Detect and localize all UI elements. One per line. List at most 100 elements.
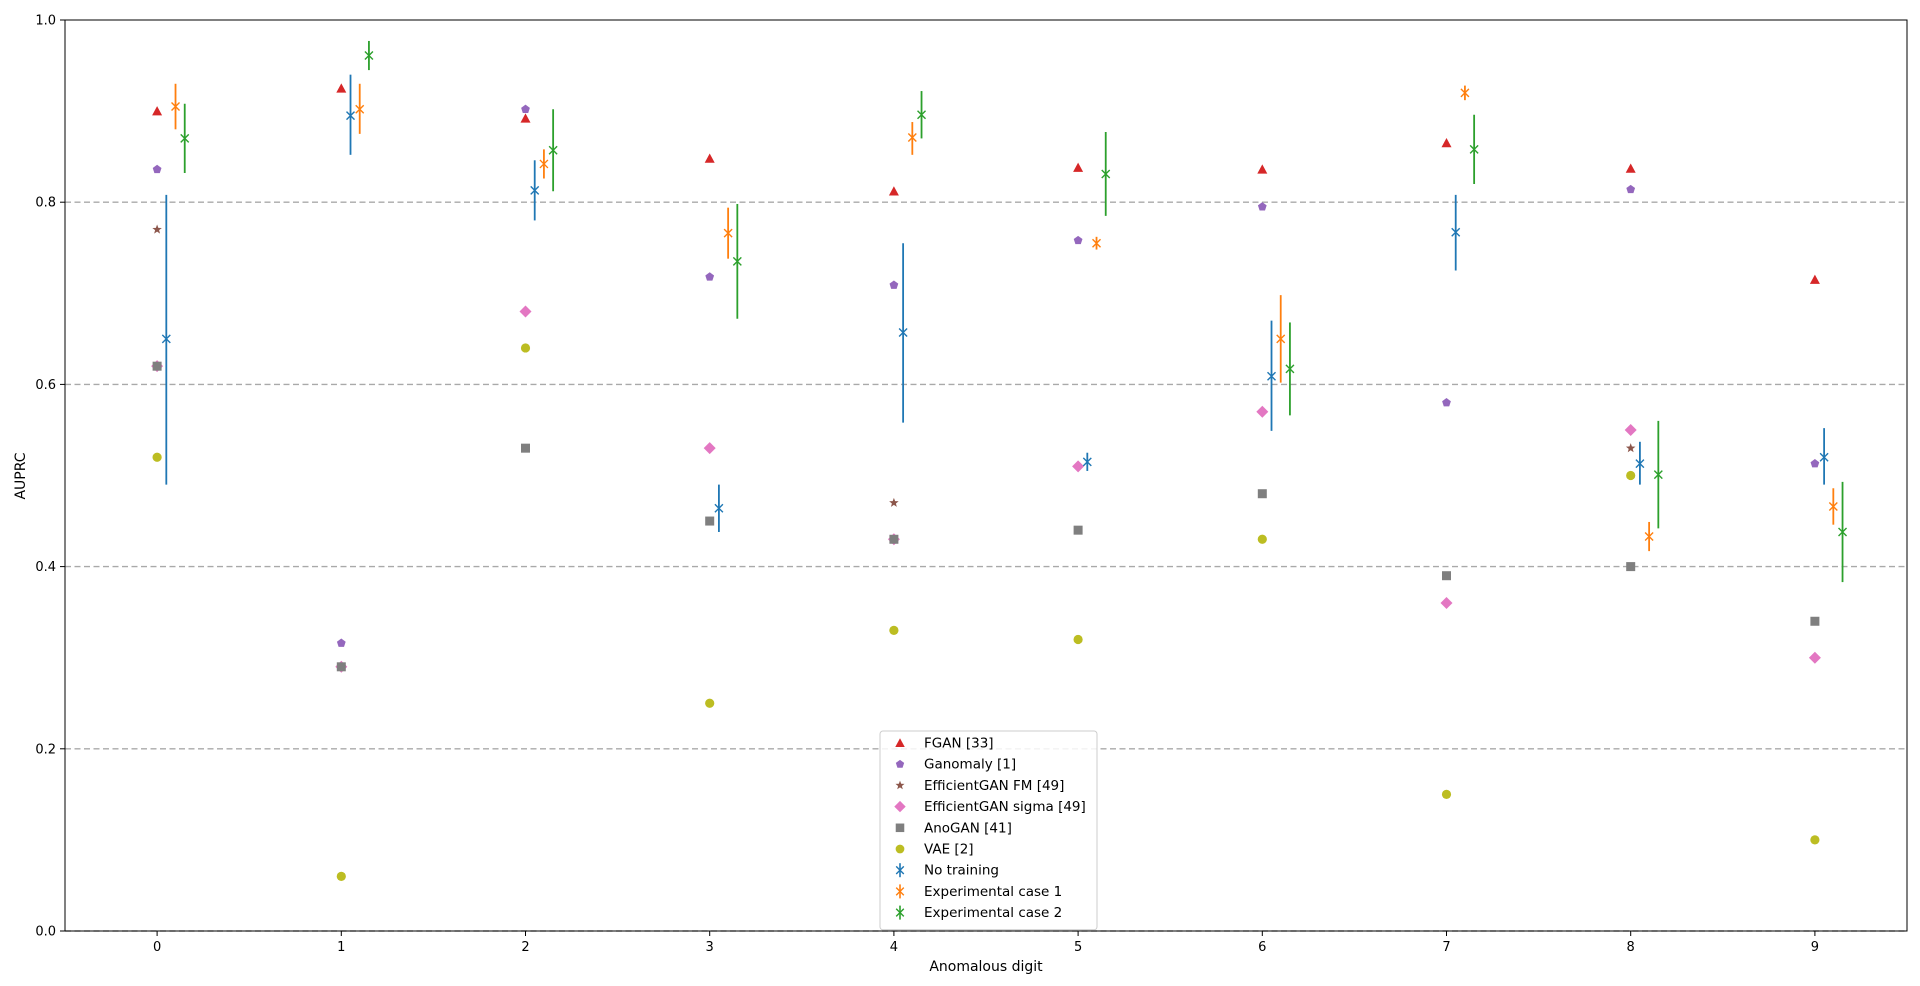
y-tick-label: 0.4 bbox=[35, 560, 56, 575]
data-point bbox=[917, 110, 927, 120]
data-point bbox=[152, 164, 162, 174]
legend-marker bbox=[895, 887, 905, 896]
data-point bbox=[1460, 88, 1470, 98]
x-tick-label: 7 bbox=[1442, 940, 1450, 955]
data-point bbox=[1072, 460, 1085, 473]
data-point bbox=[336, 638, 346, 647]
series-vae-2 bbox=[152, 343, 1820, 881]
data-point bbox=[1635, 459, 1645, 469]
data-point bbox=[1810, 459, 1820, 468]
legend-label: EfficientGAN FM [49] bbox=[924, 778, 1064, 794]
data-point bbox=[1101, 169, 1111, 179]
data-point bbox=[889, 534, 899, 544]
data-point bbox=[889, 280, 899, 289]
axes-layer: 0.0 0.2 0.4 0.6 0.8 1.0 0 1 2 3 4 5 6 7 8 9 bbox=[35, 14, 1819, 956]
series-fgan-33 bbox=[152, 83, 1820, 284]
data-point bbox=[1285, 364, 1295, 374]
data-point bbox=[1810, 835, 1820, 845]
legend-item: EfficientGAN sigma [49] bbox=[894, 799, 1086, 815]
data-point bbox=[889, 625, 899, 635]
legend-marker bbox=[894, 800, 906, 813]
data-point bbox=[714, 503, 724, 513]
data-point bbox=[705, 272, 715, 281]
plot-frame bbox=[64, 19, 1908, 932]
data-point bbox=[1442, 571, 1451, 581]
data-point bbox=[1653, 470, 1663, 480]
data-point bbox=[1819, 452, 1829, 462]
data-point bbox=[1257, 164, 1268, 174]
data-point bbox=[171, 102, 181, 112]
data-point bbox=[519, 305, 532, 318]
data-point bbox=[539, 159, 549, 169]
legend-frame bbox=[879, 730, 1098, 931]
data-point bbox=[355, 104, 365, 114]
data-point bbox=[152, 361, 162, 371]
data-point bbox=[521, 104, 530, 113]
y-axis-label: AUPRC bbox=[13, 452, 29, 499]
data-point bbox=[520, 343, 531, 353]
data-point bbox=[1073, 235, 1083, 245]
legend-marker bbox=[895, 844, 905, 854]
data-point bbox=[1257, 489, 1267, 499]
legend-label: VAE [2] bbox=[924, 842, 974, 858]
legend-marker bbox=[895, 738, 905, 748]
data-point bbox=[898, 327, 908, 337]
data-point bbox=[346, 111, 356, 121]
data-point bbox=[1257, 202, 1267, 211]
data-point bbox=[1828, 501, 1838, 511]
legend-item: Ganomaly [1] bbox=[895, 757, 1016, 773]
y-tick-label: 0.2 bbox=[35, 742, 56, 757]
legend-item: EfficientGAN FM [49] bbox=[895, 778, 1064, 794]
data-point bbox=[889, 497, 899, 507]
x-tick-label: 3 bbox=[706, 940, 714, 955]
legend: FGAN [33] Ganomaly [1] EfficientGAN FM [49… bbox=[879, 730, 1098, 931]
data-point bbox=[1073, 525, 1083, 535]
legend-item: VAE [2] bbox=[895, 842, 974, 858]
data-point bbox=[1808, 651, 1821, 664]
data-point bbox=[705, 698, 715, 708]
data-point bbox=[1442, 398, 1451, 407]
data-point bbox=[705, 516, 715, 526]
data-point bbox=[336, 662, 346, 672]
series-ganomaly-1 bbox=[152, 104, 1820, 647]
data-point bbox=[530, 185, 540, 195]
legend-marker bbox=[895, 908, 905, 917]
data-point bbox=[1073, 634, 1083, 645]
data-point bbox=[1276, 334, 1286, 344]
legend-label: FGAN [33] bbox=[924, 736, 994, 752]
series-anogan-41 bbox=[152, 361, 1820, 672]
series-no-training bbox=[161, 74, 1829, 532]
legend-item: Experimental case 1 bbox=[895, 884, 1062, 900]
data-point bbox=[1257, 534, 1267, 544]
data-point bbox=[1256, 405, 1269, 418]
data-point bbox=[1441, 789, 1452, 799]
data-point bbox=[1810, 616, 1820, 626]
data-point bbox=[1838, 527, 1848, 537]
data-point bbox=[161, 334, 171, 344]
legend-label: EfficientGAN sigma [49] bbox=[924, 799, 1086, 815]
data-point bbox=[1625, 443, 1636, 453]
x-tick-label: 1 bbox=[337, 940, 345, 955]
data-point bbox=[152, 224, 162, 234]
data-point bbox=[548, 145, 558, 155]
legend-label: Experimental case 2 bbox=[924, 905, 1062, 921]
legend-marker bbox=[895, 823, 905, 833]
y-tick-label: 0.6 bbox=[35, 378, 56, 393]
data-point bbox=[152, 106, 163, 116]
y-tick-label: 0.0 bbox=[35, 925, 56, 940]
legend-label: Experimental case 1 bbox=[924, 884, 1062, 900]
legend-item: FGAN [33] bbox=[895, 736, 994, 752]
data-point bbox=[732, 256, 742, 266]
data-point bbox=[521, 443, 530, 453]
legend-marker bbox=[895, 759, 905, 768]
data-point bbox=[180, 133, 190, 143]
x-tick-label: 5 bbox=[1074, 940, 1082, 955]
legend-marker bbox=[895, 865, 905, 875]
data-point bbox=[336, 83, 347, 93]
data-point bbox=[703, 442, 716, 455]
data-point bbox=[1441, 137, 1452, 148]
data-point bbox=[1267, 371, 1277, 381]
x-tick-label: 2 bbox=[521, 940, 529, 955]
x-tick-label: 8 bbox=[1627, 940, 1635, 955]
